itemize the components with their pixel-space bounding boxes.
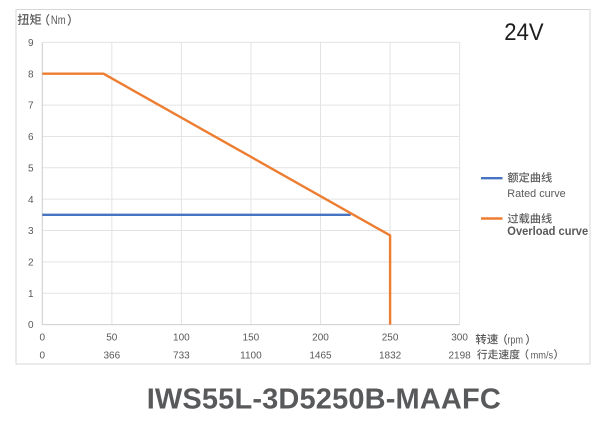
svg-text:1832: 1832 — [379, 350, 402, 361]
svg-text:IWS55L-3D5250B-MAAFC: IWS55L-3D5250B-MAAFC — [147, 383, 501, 415]
svg-text:Rated curve: Rated curve — [507, 188, 565, 200]
svg-text:1: 1 — [28, 289, 34, 300]
svg-text:5: 5 — [28, 163, 34, 174]
svg-text:6: 6 — [28, 132, 34, 143]
svg-text:2: 2 — [28, 258, 34, 269]
svg-text:mm/s: mm/s — [531, 350, 554, 362]
svg-text:4: 4 — [28, 195, 34, 206]
svg-text:0: 0 — [40, 350, 46, 361]
svg-text:8: 8 — [28, 69, 34, 80]
svg-text:733: 733 — [173, 350, 190, 361]
svg-text:0: 0 — [40, 332, 46, 343]
svg-text:3: 3 — [28, 226, 34, 237]
svg-text:7: 7 — [28, 101, 34, 112]
svg-text:24V: 24V — [504, 18, 544, 45]
svg-text:300: 300 — [451, 332, 468, 343]
svg-text:Nm: Nm — [51, 14, 66, 27]
svg-text:rpm: rpm — [507, 335, 523, 347]
svg-text:250: 250 — [382, 332, 399, 343]
svg-text:150: 150 — [243, 332, 260, 343]
svg-text:366: 366 — [103, 350, 120, 361]
svg-text:2198: 2198 — [448, 350, 471, 361]
svg-text:Overload curve: Overload curve — [507, 226, 588, 238]
svg-text:100: 100 — [173, 332, 190, 343]
svg-text:50: 50 — [106, 332, 118, 343]
svg-text:1100: 1100 — [240, 350, 262, 361]
svg-text:0: 0 — [28, 320, 34, 331]
svg-text:200: 200 — [312, 332, 329, 343]
svg-text:1465: 1465 — [309, 350, 332, 361]
svg-text:9: 9 — [28, 38, 34, 49]
